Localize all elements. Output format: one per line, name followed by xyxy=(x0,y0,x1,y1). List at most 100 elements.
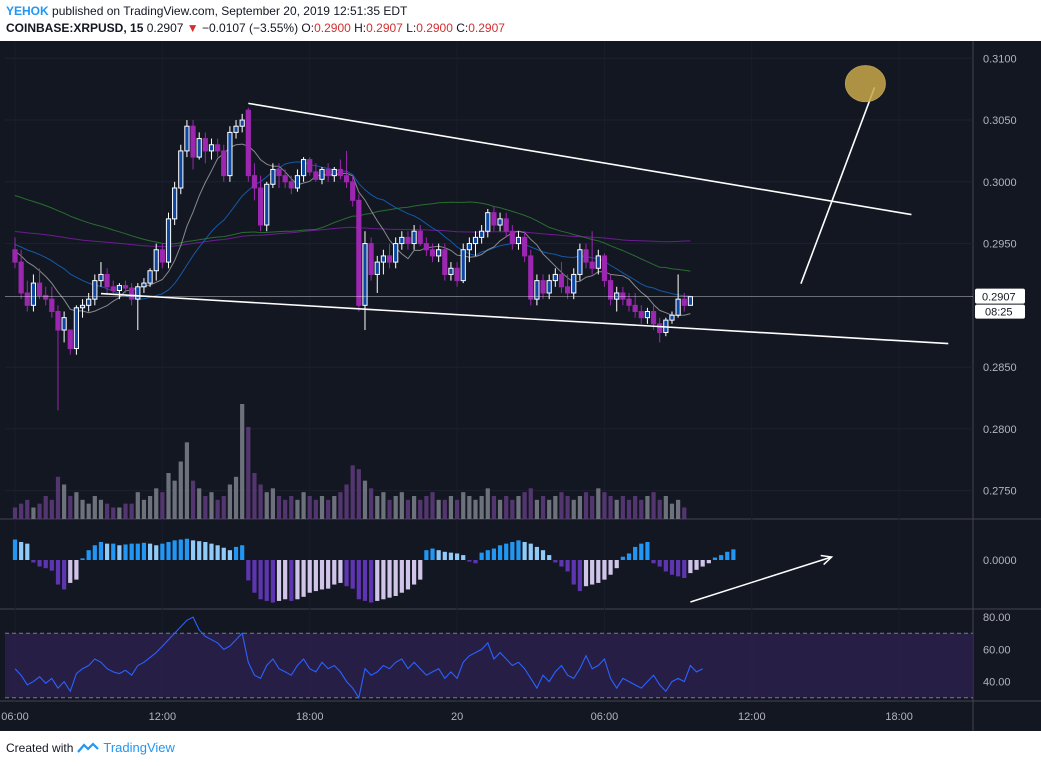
chart-area[interactable]: 0.3100 0.3050 0.3000 0.2950 0.2850 0.2800 0.27… xyxy=(0,41,1041,731)
candle-bear xyxy=(503,218,509,232)
macd-bar xyxy=(31,560,36,563)
volume-bar xyxy=(184,442,190,519)
macd-bar xyxy=(233,546,239,560)
volume-bar xyxy=(405,499,411,519)
volume-bar xyxy=(418,499,423,519)
volume-bar xyxy=(203,496,208,519)
high-label: H: xyxy=(354,21,367,35)
candle-bull xyxy=(485,212,491,232)
ma-line-slow xyxy=(14,226,691,248)
candle-bear xyxy=(601,255,608,282)
macd-bar xyxy=(313,560,318,592)
tradingview-brand[interactable]: TradingView xyxy=(103,740,175,755)
close-value: 0.2907 xyxy=(468,21,505,35)
candle-bull xyxy=(595,255,601,269)
volume-bar xyxy=(166,473,171,519)
candle-bull xyxy=(73,307,80,350)
volume-bar xyxy=(534,499,539,519)
candle-bull xyxy=(374,261,380,275)
volume-bar xyxy=(424,496,429,519)
rsi-band xyxy=(5,633,973,698)
breakout-projection-line xyxy=(800,87,876,284)
candle-bear xyxy=(343,175,350,183)
volume-bar xyxy=(111,507,116,519)
volume-bar xyxy=(25,499,30,519)
candle-bear xyxy=(607,280,614,300)
macd-bar xyxy=(467,560,472,562)
macd-bar xyxy=(43,560,48,569)
volume-bar xyxy=(381,492,386,519)
candle-bear xyxy=(491,212,497,226)
candle-bull xyxy=(466,243,472,251)
candle-bear xyxy=(202,138,208,152)
volume-bar xyxy=(467,496,472,519)
candle-bear xyxy=(429,249,436,257)
candle-bear xyxy=(110,286,116,291)
volume-bar xyxy=(68,496,73,519)
macd-bar xyxy=(393,560,398,596)
candle-bull xyxy=(227,131,233,177)
macd-bar xyxy=(246,560,251,581)
macd-bar xyxy=(350,560,355,589)
macd-bar xyxy=(166,542,171,560)
tradingview-logo-icon xyxy=(77,741,100,753)
macd-bar xyxy=(356,560,361,600)
rsi-axis-label: 80.00 xyxy=(983,612,1011,624)
macd-bar xyxy=(719,555,724,560)
time-axis-label: 06:00 xyxy=(1,711,29,723)
macd-bar xyxy=(620,556,625,560)
price-tag-label: 0.2907 xyxy=(982,292,1016,304)
volume-bar xyxy=(154,488,159,519)
close-label: C: xyxy=(456,21,469,35)
candle-bear xyxy=(12,249,18,263)
volume-bar xyxy=(62,484,67,519)
candle-bull xyxy=(172,187,178,220)
volume-bar xyxy=(344,484,349,519)
candle-bear xyxy=(565,286,571,294)
chart-svg[interactable]: 0.3100 0.3050 0.3000 0.2950 0.2850 0.2800 0.27… xyxy=(0,41,1041,731)
macd-bar xyxy=(55,560,61,585)
candle-bear xyxy=(307,159,313,173)
macd-bar xyxy=(332,560,337,585)
volume-bar xyxy=(338,492,343,519)
candle-bear xyxy=(55,310,61,331)
candle-bear xyxy=(282,175,288,183)
volume-bar xyxy=(172,480,177,519)
macd-bar xyxy=(86,550,91,560)
countdown-tag-label: 08:25 xyxy=(985,307,1013,319)
footer: Created with TradingView xyxy=(6,740,175,755)
candle-bear xyxy=(258,187,264,226)
time-axis-label: 18:00 xyxy=(296,711,324,723)
volume-bar xyxy=(43,496,48,519)
candle-bull xyxy=(300,159,307,177)
username[interactable]: YEHOK xyxy=(6,4,49,18)
volume-bar xyxy=(676,499,681,519)
candle-bull xyxy=(687,296,693,306)
volume-bar xyxy=(571,499,576,519)
macd-bar xyxy=(283,560,288,600)
candle-bull xyxy=(472,236,479,245)
candle-bull xyxy=(135,286,141,300)
volume-bar xyxy=(86,503,91,519)
macd-bar xyxy=(657,560,662,567)
macd-bar xyxy=(74,560,79,580)
macd-axis-label: 0.0000 xyxy=(983,555,1017,567)
upper-trendline xyxy=(248,102,912,216)
volume-bar xyxy=(160,492,165,519)
volume-bar xyxy=(227,484,232,519)
volume-bar xyxy=(448,496,454,519)
volume-bar xyxy=(31,507,36,519)
volume-bar xyxy=(540,496,546,519)
high-value: 0.2907 xyxy=(366,21,403,35)
macd-bar xyxy=(510,542,515,560)
volume-bar xyxy=(430,492,435,519)
volume-bar xyxy=(295,499,300,519)
volume-bar xyxy=(639,499,644,519)
candle-bull xyxy=(577,249,583,275)
time-axis-label: 06:00 xyxy=(591,711,619,723)
volume-bar xyxy=(375,496,380,519)
macd-bar xyxy=(547,555,552,560)
volume-bar xyxy=(510,499,515,519)
macd-bar xyxy=(326,560,331,589)
published-text: published on TradingView.com, September … xyxy=(48,4,408,18)
